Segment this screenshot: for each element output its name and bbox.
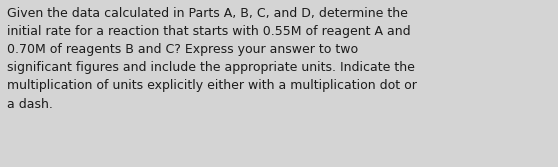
Text: Given the data calculated in Parts A, B, C, and D, determine the
initial rate fo: Given the data calculated in Parts A, B,… — [7, 7, 417, 111]
